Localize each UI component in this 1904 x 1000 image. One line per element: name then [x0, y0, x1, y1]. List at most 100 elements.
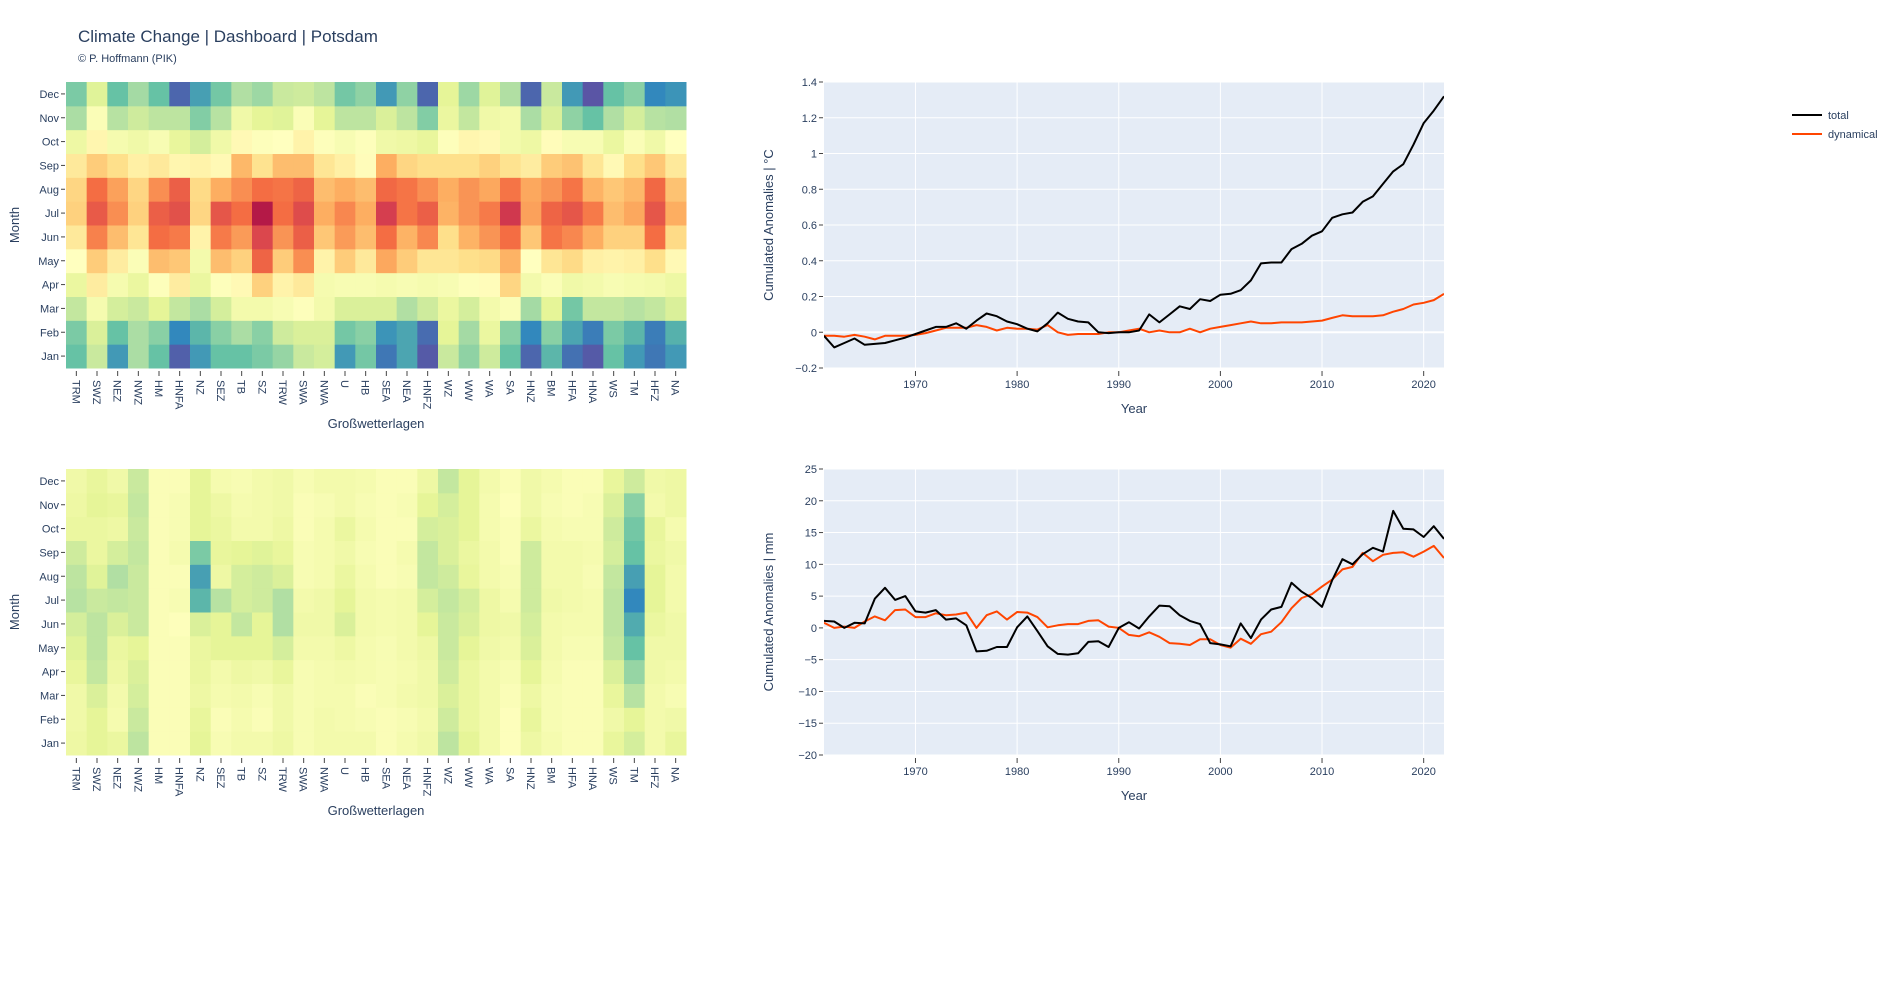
heatmap-cell [438, 225, 460, 250]
legend[interactable]: total dynamical [1792, 110, 1878, 141]
heatmap-cell [334, 540, 356, 565]
heatmap-cell [190, 683, 212, 708]
heatmap-cell [355, 659, 377, 684]
y-tick-label: 5 [811, 591, 817, 603]
heatmap-cell [458, 469, 480, 494]
x-tick-label: WS [607, 767, 619, 785]
heatmap-cell [500, 82, 522, 107]
heatmap-cell [644, 659, 666, 684]
heatmap-cell [355, 731, 377, 756]
heatmap-cell [190, 296, 212, 321]
heatmap-cell [314, 540, 336, 565]
heatmap-cell [355, 683, 377, 708]
heatmap-cell [148, 201, 170, 226]
heatmap-cell [66, 177, 88, 202]
heatmap-cell [314, 469, 336, 494]
heatmap-cell [293, 731, 315, 756]
heatmap-cell [520, 225, 542, 250]
heatmap-cell [665, 731, 687, 756]
heatmap-cell [665, 612, 687, 637]
heatmap-cell [107, 344, 129, 369]
heatmap-cell [376, 248, 398, 274]
heatmap-cell [376, 201, 398, 226]
heatmap-cell [334, 659, 356, 684]
heatmap-cell [582, 129, 604, 154]
heatmap-cell [107, 683, 129, 708]
heatmap-cell [500, 707, 522, 732]
heatmap-cell [293, 129, 315, 154]
heatmap-cell [66, 492, 88, 518]
heatmap-cell [417, 82, 439, 107]
heatmap-cell [272, 344, 294, 369]
heatmap-cell [396, 492, 418, 518]
heatmap-cell [231, 516, 253, 541]
heatmap-cell [293, 492, 315, 518]
heatmap-cell [458, 588, 480, 613]
heatmap-cell [272, 612, 294, 637]
heatmap-cell [272, 588, 294, 613]
y-tick-label: 1.4 [802, 77, 817, 89]
heatmap-cell [355, 516, 377, 541]
heatmap-cell [86, 82, 108, 107]
heatmap-cell [231, 731, 253, 756]
heatmap-cell [624, 153, 646, 178]
heatmap-cell [314, 564, 336, 589]
heatmap-cell [624, 344, 646, 369]
heatmap-cell [603, 516, 625, 541]
heatmap-cell [500, 153, 522, 178]
heatmap-cell [148, 707, 170, 732]
heatmap-cell [252, 82, 274, 107]
heatmap-cell [169, 469, 191, 494]
heatmap-cell [582, 731, 604, 756]
y-tick-label: Dec [39, 476, 59, 488]
heatmap-cell [190, 105, 212, 131]
heatmap-cell [479, 201, 501, 226]
heatmap-cell [665, 177, 687, 202]
heatmap-cell [231, 707, 253, 732]
heatmap-cell [582, 516, 604, 541]
heatmap-cell [376, 564, 398, 589]
heatmap-cell [334, 344, 356, 369]
heatmap-cell [624, 129, 646, 154]
y-tick-label: Jun [41, 232, 59, 244]
heatmap-cell [210, 177, 232, 202]
heatmap-cell [252, 469, 274, 494]
x-tick-label: TRM [69, 767, 81, 791]
heatmap-cell [272, 492, 294, 518]
heatmap-cell [438, 588, 460, 613]
x-tick-label: NZ [193, 767, 205, 782]
heatmap-cell [210, 153, 232, 178]
series-line-total [824, 509, 1444, 656]
heatmap-cell [86, 564, 108, 589]
heatmap-cell [438, 683, 460, 708]
x-tick-label: TM [627, 767, 639, 783]
heatmap-cell [520, 612, 542, 637]
heatmap-cell [520, 707, 542, 732]
heatmap-cell [169, 731, 191, 756]
heatmap-cell [644, 272, 666, 297]
heatmap-cell [148, 82, 170, 107]
heatmap-cell [355, 564, 377, 589]
y-tick-label: Feb [40, 327, 59, 339]
heatmap-cell [376, 707, 398, 732]
heatmap-cell [562, 469, 584, 494]
y-tick-label: −15 [798, 718, 817, 730]
heatmap-cell [86, 177, 108, 202]
heatmap-cell [396, 540, 418, 565]
heatmap-cell [169, 612, 191, 637]
heatmap-cell [128, 105, 150, 131]
heatmap-cell [665, 469, 687, 494]
heatmap-cell [128, 588, 150, 613]
heatmap-cell [438, 272, 460, 297]
heatmap-cell [500, 225, 522, 250]
heatmap-cell [231, 105, 253, 131]
series-line-dynamical [824, 292, 1444, 341]
heatmap-cell [169, 659, 191, 684]
heatmap-cell [479, 320, 501, 345]
heatmap-cell [86, 683, 108, 708]
heatmap-cell [376, 683, 398, 708]
heatmap-cell [210, 659, 232, 684]
heatmap-cell [107, 153, 129, 178]
heatmap-cell [107, 635, 129, 661]
heatmap-cell [293, 320, 315, 345]
